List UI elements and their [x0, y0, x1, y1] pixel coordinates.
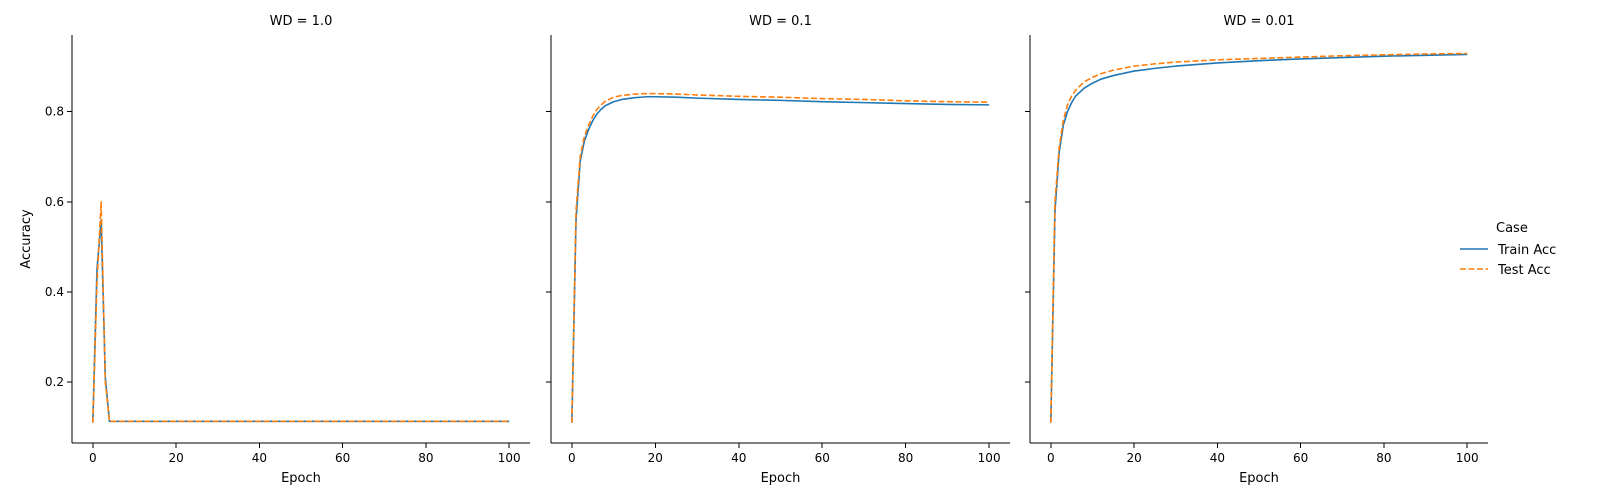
- series-line-test-acc: [92, 201, 510, 423]
- panel-2: WD = 0.1 0 20 40 60 80 100 Epoch: [546, 14, 1010, 486]
- series-line-test-acc: [571, 92, 990, 423]
- x-tick-label: 20: [168, 451, 183, 465]
- series-line-train-acc: [1050, 53, 1468, 423]
- y-axis-title: Accuracy: [19, 209, 34, 269]
- x-tick-label: 100: [978, 451, 1001, 465]
- panel-title: WD = 0.1: [749, 14, 812, 29]
- panel-1: WD = 1.0 0 20 40 60 80 100 0.2 0.4 0.6 0.8 Epoch Acc…: [19, 14, 530, 486]
- y-tick-label: 0.4: [45, 285, 64, 299]
- chart-panels: WD = 1.0 0 20 40 60 80 100 0.2 0.4 0.6 0.8 Epoch Acc…: [19, 14, 1488, 486]
- x-tick-label: 0: [89, 451, 97, 465]
- legend: Case Train Acc Test Acc: [1460, 221, 1556, 278]
- y-tick-label: 0.2: [45, 375, 64, 389]
- x-axis-title: Epoch: [281, 471, 321, 486]
- x-tick-label: 100: [498, 451, 521, 465]
- x-tick-label: 60: [815, 451, 830, 465]
- series-line-test-acc: [1050, 52, 1468, 423]
- series-line-train-acc: [571, 95, 990, 423]
- x-tick-label: 60: [1293, 451, 1308, 465]
- legend-title: Case: [1496, 221, 1528, 236]
- series-line-train-acc: [92, 219, 510, 423]
- x-tick-label: 80: [898, 451, 913, 465]
- panel-title: WD = 0.01: [1224, 14, 1295, 29]
- x-tick-label: 20: [1126, 451, 1141, 465]
- legend-label-train-acc: Train Acc: [1497, 243, 1556, 258]
- y-tick-label: 0.8: [45, 105, 64, 119]
- x-tick-label: 40: [1210, 451, 1225, 465]
- x-tick-label: 0: [1047, 451, 1055, 465]
- x-axis-title: Epoch: [1239, 471, 1279, 486]
- x-tick-label: 80: [1376, 451, 1391, 465]
- x-tick-label: 20: [648, 451, 663, 465]
- x-tick-label: 40: [252, 451, 267, 465]
- x-axis-title: Epoch: [761, 471, 801, 486]
- panel-3: WD = 0.01 0 20 40 60 80 100 Epoch: [1025, 14, 1488, 486]
- legend-label-test-acc: Test Acc: [1497, 263, 1551, 278]
- x-tick-label: 40: [731, 451, 746, 465]
- x-tick-label: 100: [1456, 451, 1479, 465]
- x-tick-label: 80: [418, 451, 433, 465]
- y-tick-label: 0.6: [45, 195, 64, 209]
- x-tick-label: 0: [568, 451, 576, 465]
- panel-title: WD = 1.0: [270, 14, 333, 29]
- x-tick-label: 60: [335, 451, 350, 465]
